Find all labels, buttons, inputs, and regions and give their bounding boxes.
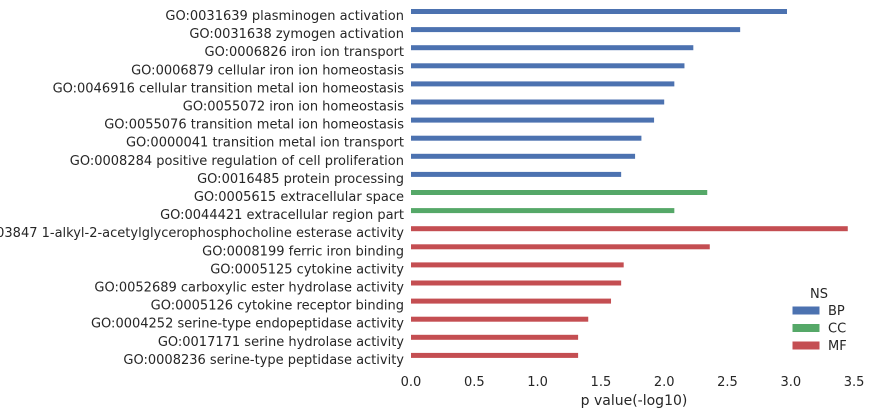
bar-bp bbox=[411, 81, 675, 87]
x-tick-label: 2.0 bbox=[654, 375, 675, 390]
bar-bp bbox=[411, 99, 665, 105]
bar-mf bbox=[411, 298, 612, 304]
bars-group bbox=[411, 9, 848, 358]
legend-title: NS bbox=[810, 287, 828, 302]
category-label: GO:0005615 extracellular space bbox=[194, 190, 404, 205]
legend-swatch-mf bbox=[791, 340, 821, 351]
bar-bp bbox=[411, 27, 741, 33]
bar-mf bbox=[411, 244, 710, 250]
category-label: GO:0006879 cellular iron ion homeostasis bbox=[131, 63, 404, 78]
bar-bp bbox=[411, 63, 685, 69]
category-label: GO:0046916 cellular transition metal ion… bbox=[53, 81, 405, 96]
bar-bp bbox=[411, 117, 655, 123]
x-tick-label: 0.0 bbox=[401, 375, 422, 390]
x-tick-label: 2.5 bbox=[717, 375, 738, 390]
bar-mf bbox=[411, 226, 848, 232]
category-label: GO:0016485 protein processing bbox=[197, 172, 404, 187]
legend-swatch-bp bbox=[791, 305, 821, 316]
category-label: GO:0005126 cytokine receptor binding bbox=[151, 299, 404, 314]
category-label: GO:0055072 iron ion homeostasis bbox=[183, 100, 404, 115]
x-tick-label: 1.0 bbox=[527, 375, 548, 390]
bar-bp bbox=[411, 45, 694, 51]
category-label: GO:0008236 serine-type peptidase activit… bbox=[123, 353, 404, 368]
category-label: GO:0006826 iron ion transport bbox=[205, 45, 405, 60]
bar-cc bbox=[411, 208, 675, 214]
category-label: GO:0055076 transition metal ion homeosta… bbox=[104, 118, 404, 133]
category-label: GO:0000041 transition metal ion transpor… bbox=[126, 136, 404, 151]
x-ticks: 0.0 0.5 1.0 1.5 2.0 2.5 3.0 3.5 bbox=[401, 375, 865, 390]
category-labels: GO:0031639 plasminogen activation GO:0031… bbox=[0, 9, 404, 368]
category-label: GO:0008199 ferric iron binding bbox=[202, 244, 404, 259]
legend: NS BP CC MF bbox=[791, 287, 847, 354]
bar-cc bbox=[411, 190, 708, 195]
category-label: GO:0031639 plasminogen activation bbox=[165, 9, 404, 24]
bar-bp bbox=[411, 9, 788, 14]
bar-mf bbox=[411, 334, 579, 340]
category-label: GO:0008284 positive regulation of cell p… bbox=[70, 154, 404, 169]
x-tick-label: 3.5 bbox=[844, 375, 865, 390]
legend-label-mf: MF bbox=[828, 339, 847, 354]
x-tick-label: 3.0 bbox=[780, 375, 801, 390]
x-tick-label: 1.5 bbox=[591, 375, 612, 390]
category-label: GO:0005125 cytokine activity bbox=[210, 262, 404, 277]
bar-mf bbox=[411, 280, 622, 286]
bar-bp bbox=[411, 171, 622, 177]
category-label: GO:0003847 1-alkyl-2-acetylglycerophosph… bbox=[0, 226, 404, 241]
bar-mf bbox=[411, 352, 579, 358]
category-label: GO:0004252 serine-type endopeptidase act… bbox=[91, 317, 404, 332]
category-label: GO:0044421 extracellular region part bbox=[160, 208, 404, 223]
bar-bp bbox=[411, 153, 636, 159]
bar-bp bbox=[411, 135, 642, 141]
category-label: GO:0017171 serine hydrolase activity bbox=[158, 335, 404, 350]
bar-mf bbox=[411, 262, 624, 268]
legend-label-bp: BP bbox=[828, 304, 845, 319]
x-tick-label: 0.5 bbox=[464, 375, 485, 390]
category-label: GO:0052689 carboxylic ester hydrolase ac… bbox=[94, 281, 404, 296]
legend-label-cc: CC bbox=[828, 322, 846, 337]
legend-swatch-cc bbox=[791, 323, 821, 333]
category-label: GO:0031638 zymogen activation bbox=[189, 27, 404, 42]
bar-mf bbox=[411, 316, 589, 322]
x-axis-label: p value(-log10) bbox=[581, 393, 688, 409]
